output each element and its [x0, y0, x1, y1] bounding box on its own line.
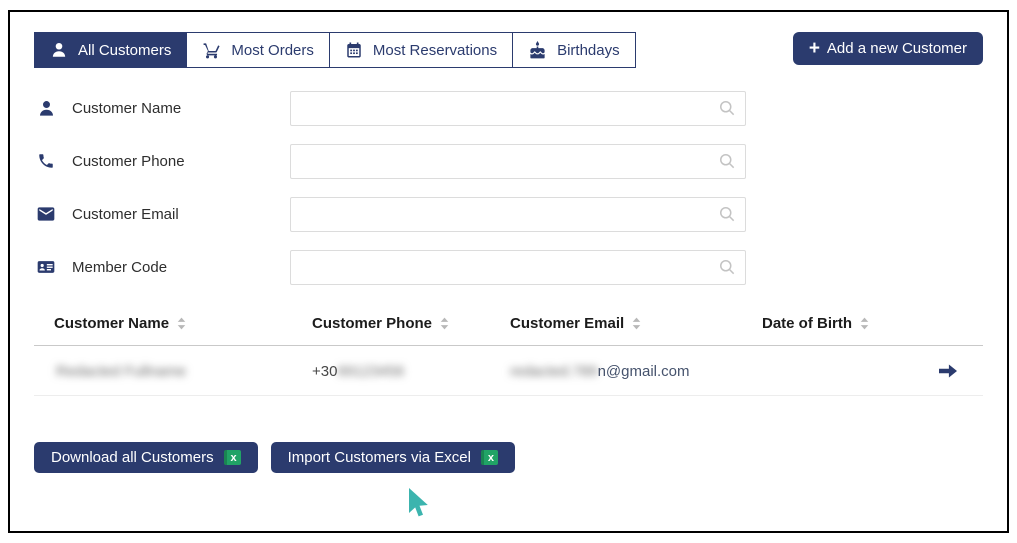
filter-member-code: Member Code	[34, 249, 983, 285]
sort-icon[interactable]	[630, 316, 643, 331]
phone-icon	[34, 152, 58, 170]
filter-label: Customer Name	[34, 99, 290, 118]
tab-most-orders[interactable]: Most Orders	[186, 32, 330, 68]
page-frame: All Customers Most Orders Most Reservati…	[8, 10, 1009, 533]
filter-customer-name: Customer Name	[34, 90, 983, 126]
blurred-name-text: Redacted Fullname	[56, 362, 187, 380]
excel-icon: x	[480, 450, 498, 465]
plus-icon: +	[808, 38, 820, 59]
download-label: Download all Customers	[51, 449, 214, 466]
search-icon[interactable]	[717, 151, 737, 176]
phone-prefix: +30	[312, 362, 338, 380]
download-all-customers-button[interactable]: Download all Customers x	[34, 442, 258, 473]
add-customer-button[interactable]: + Add a new Customer	[792, 32, 983, 65]
customer-email-input[interactable]	[290, 196, 746, 232]
email-visible-text: n@gmail.com	[597, 362, 690, 380]
cell-customer-name: Redacted Fullname	[34, 363, 312, 380]
tab-birthdays[interactable]: Birthdays	[512, 32, 636, 68]
tab-label: Most Reservations	[372, 41, 498, 59]
person-icon	[50, 41, 68, 59]
filter-label: Customer Email	[34, 204, 290, 224]
filter-customer-email: Customer Email	[34, 196, 983, 232]
envelope-icon	[34, 204, 58, 224]
filter-label-text: Member Code	[72, 258, 168, 276]
filter-label-text: Customer Phone	[72, 152, 185, 170]
search-icon[interactable]	[717, 98, 737, 123]
column-header-customer-phone[interactable]: Customer Phone	[312, 315, 510, 332]
cake-icon	[528, 40, 547, 60]
filter-panel: Customer Name Customer Phone	[34, 90, 983, 285]
customer-phone-input[interactable]	[290, 143, 746, 179]
excel-icon: x	[223, 450, 241, 465]
cell-customer-email: redacted.789n@gmail.com	[510, 363, 762, 380]
id-card-icon	[34, 257, 58, 277]
blurred-phone-text: 69123456	[337, 362, 405, 380]
footer-actions: Download all Customers x Import Customer…	[34, 442, 983, 473]
person-icon	[34, 99, 58, 118]
tab-bar: All Customers Most Orders Most Reservati…	[34, 32, 636, 68]
table-header-row: Customer Name Customer Phone Customer Em…	[34, 315, 983, 346]
customers-table: Customer Name Customer Phone Customer Em…	[34, 315, 983, 396]
member-code-input[interactable]	[290, 249, 746, 285]
filter-label-text: Customer Name	[72, 99, 182, 117]
sort-icon[interactable]	[175, 316, 188, 331]
top-bar: All Customers Most Orders Most Reservati…	[34, 32, 983, 68]
row-detail-arrow-icon[interactable]	[937, 362, 959, 380]
filter-label: Member Code	[34, 257, 290, 277]
sort-icon[interactable]	[438, 316, 451, 331]
import-label: Import Customers via Excel	[287, 449, 471, 466]
customer-name-input[interactable]	[290, 90, 746, 126]
filter-customer-phone: Customer Phone	[34, 143, 983, 179]
table-row[interactable]: Redacted Fullname +3069123456 redacted.7…	[34, 346, 983, 396]
cart-icon	[202, 41, 221, 60]
column-header-customer-email[interactable]: Customer Email	[510, 315, 762, 332]
search-icon[interactable]	[717, 204, 737, 229]
filter-label: Customer Phone	[34, 152, 290, 170]
blurred-email-text: redacted.789	[510, 362, 598, 380]
calendar-icon	[345, 41, 363, 59]
tab-label: Most Orders	[231, 41, 314, 59]
import-customers-button[interactable]: Import Customers via Excel x	[270, 442, 515, 473]
column-header-date-of-birth[interactable]: Date of Birth	[762, 315, 922, 332]
tab-all-customers[interactable]: All Customers	[34, 32, 188, 68]
add-customer-label: Add a new Customer	[826, 40, 967, 57]
column-header-customer-name[interactable]: Customer Name	[34, 315, 312, 332]
tab-label: Birthdays	[557, 41, 620, 59]
filter-label-text: Customer Email	[72, 205, 179, 223]
tab-most-reservations[interactable]: Most Reservations	[328, 32, 514, 68]
cell-customer-phone: +3069123456	[312, 363, 510, 380]
sort-icon[interactable]	[858, 316, 871, 331]
search-icon[interactable]	[717, 257, 737, 282]
tab-label: All Customers	[78, 41, 172, 59]
